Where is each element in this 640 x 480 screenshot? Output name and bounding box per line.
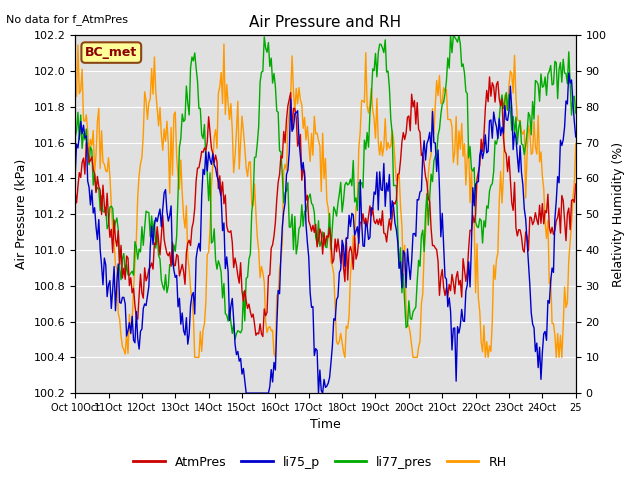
Text: No data for f_AtmPres: No data for f_AtmPres: [6, 14, 129, 25]
Y-axis label: Relativity Humidity (%): Relativity Humidity (%): [612, 142, 625, 287]
Text: BC_met: BC_met: [85, 46, 138, 59]
Title: Air Pressure and RH: Air Pressure and RH: [250, 15, 401, 30]
Legend: AtmPres, li75_p, li77_pres, RH: AtmPres, li75_p, li77_pres, RH: [129, 451, 511, 474]
X-axis label: Time: Time: [310, 419, 341, 432]
Y-axis label: Air Pressure (kPa): Air Pressure (kPa): [15, 159, 28, 269]
